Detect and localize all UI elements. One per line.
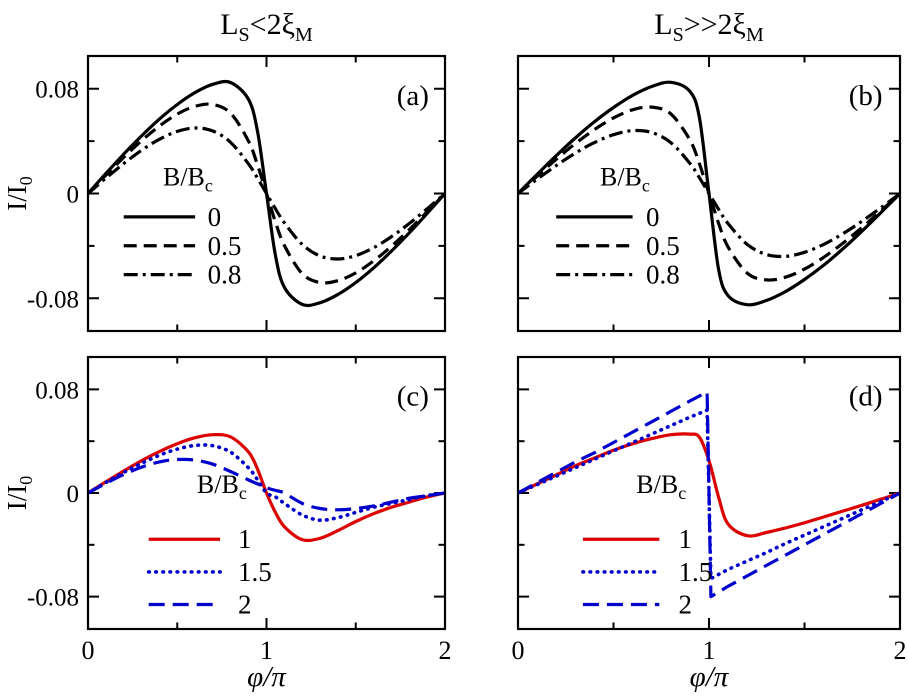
text-segment: B/B <box>163 162 205 191</box>
legend-title-b: B/Bc <box>600 162 650 195</box>
panel-label-d: (d) <box>849 380 883 412</box>
text-segment: I/I <box>2 485 32 510</box>
text-segment: >>2ξ <box>684 8 746 41</box>
panel-label-a: (a) <box>397 80 429 112</box>
curves-group-a <box>89 79 444 308</box>
text-segment: 0 <box>16 476 36 485</box>
curve-a-b-bc-0-8 <box>89 126 444 261</box>
text-segment: L <box>220 8 238 41</box>
legend-label-c-0: 1 <box>238 524 252 554</box>
legend-label-a-2: 0.8 <box>208 260 242 290</box>
text-segment: φ/π <box>690 661 730 693</box>
curve-c-b-bc-1 <box>89 433 444 543</box>
text-segment: M <box>295 24 313 46</box>
column-title-left: LS<2ξM <box>220 8 313 46</box>
legend-title-a: B/Bc <box>163 162 213 195</box>
y-tick-label: 0.08 <box>35 377 79 404</box>
legend-label-d-0: 1 <box>678 524 692 554</box>
legend-label-a-1: 0.5 <box>208 231 242 261</box>
text-segment: B/B <box>636 470 678 499</box>
legend-label-b-0: 0 <box>646 202 660 232</box>
curve-c-b-bc-1-5 <box>89 443 444 523</box>
text-segment: 0 <box>16 176 36 185</box>
x-tick-label: 1 <box>703 636 716 665</box>
column-title-right: LS>>2ξM <box>654 8 764 46</box>
y-tick-label: 0 <box>67 182 80 209</box>
text-segment: I/I <box>2 185 32 210</box>
text-segment: L <box>654 8 672 41</box>
legend-title-d: B/Bc <box>636 470 686 503</box>
text-segment: c <box>205 175 213 195</box>
panel-label-b: (b) <box>849 80 883 112</box>
text-segment: c <box>678 483 686 503</box>
x-axis-label-left: φ/π <box>247 661 287 693</box>
curves-group-c <box>89 433 444 543</box>
legend-label-b-1: 0.5 <box>646 231 680 261</box>
y-axis-label-bottom: I/I0 <box>2 476 36 510</box>
text-segment: B/B <box>600 162 642 191</box>
legend-label-d-1: 1.5 <box>678 557 712 587</box>
text-segment: <2ξ <box>250 8 295 41</box>
x-tick-label: 2 <box>439 636 452 665</box>
curve-d-b-bc-2 <box>519 390 899 599</box>
y-axis-label-top: I/I0 <box>2 176 36 210</box>
curve-b-b-bc-0-8 <box>519 128 899 259</box>
text-segment: S <box>239 24 250 46</box>
y-tick-label: 0 <box>67 481 80 508</box>
y-tick-label: -0.08 <box>27 286 79 313</box>
curves-group-d <box>519 390 899 599</box>
curve-d-b-bc-1-5 <box>519 408 899 581</box>
x-tick-label: 0 <box>82 636 95 665</box>
legend-label-c-2: 2 <box>238 590 252 620</box>
text-segment: c <box>642 175 650 195</box>
text-segment: c <box>239 483 247 503</box>
y-tick-label: 0.08 <box>35 77 79 104</box>
legend-label-c-1: 1.5 <box>238 557 272 587</box>
text-segment: M <box>746 24 764 46</box>
x-tick-label: 1 <box>260 636 273 665</box>
y-tick-label: -0.08 <box>27 585 79 612</box>
legend-label-b-2: 0.8 <box>646 260 680 290</box>
text-segment: B/B <box>197 470 239 499</box>
x-tick-label: 2 <box>894 636 907 665</box>
x-tick-label: 0 <box>512 636 525 665</box>
curve-c-b-bc-2 <box>89 457 444 512</box>
panel-label-c: (c) <box>397 380 429 412</box>
legend-label-d-2: 2 <box>678 590 692 620</box>
legend-title-c: B/Bc <box>197 470 247 503</box>
text-segment: φ/π <box>247 661 287 693</box>
x-axis-label-right: φ/π <box>690 661 730 693</box>
curves-group-b <box>519 80 899 307</box>
text-segment: S <box>673 24 684 46</box>
legend-label-a-0: 0 <box>208 202 222 232</box>
